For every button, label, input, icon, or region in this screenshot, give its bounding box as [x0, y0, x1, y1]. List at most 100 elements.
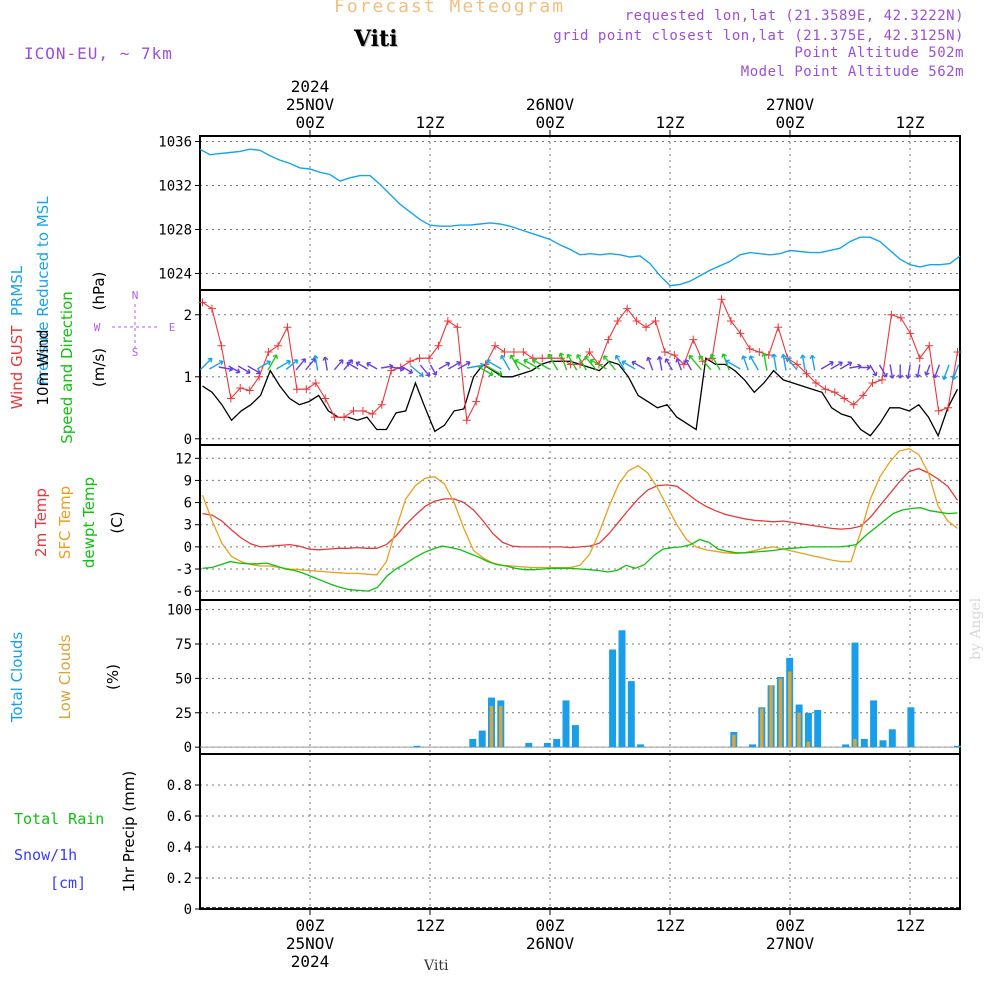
- wind-arrow: [448, 361, 461, 370]
- wind-arrow: [476, 365, 494, 377]
- panel-label: Total Clouds: [8, 632, 26, 724]
- gust-marker: [793, 360, 802, 369]
- wind-arrow: [346, 361, 359, 370]
- gust-marker: [406, 357, 415, 366]
- y-tick-label: 9: [184, 473, 192, 489]
- wind-arrow: [276, 359, 291, 370]
- chart-title: Forecast Meteogram: [334, 0, 566, 17]
- gust-marker: [302, 385, 311, 394]
- wind-arrow: [631, 360, 646, 370]
- wind-arrow: [698, 355, 712, 371]
- gust-marker: [934, 406, 943, 415]
- wind-arrow: [584, 355, 597, 371]
- y-tick-label: 0.6: [167, 809, 192, 825]
- wind-arrow: [725, 359, 741, 370]
- y-tick-label: 0.2: [167, 871, 192, 887]
- low-cloud-bar: [760, 708, 764, 748]
- low-cloud-bar: [778, 678, 783, 748]
- wind-arrow: [589, 358, 607, 370]
- gust-marker: [849, 400, 858, 409]
- wind-arrow: [514, 359, 531, 370]
- y-tick-label: 25: [175, 706, 192, 722]
- y-tick-label: 0.4: [167, 840, 192, 856]
- low-cloud-bar: [853, 738, 857, 748]
- wind-arrow: [267, 354, 278, 371]
- panel-label: 1hr Precip (mm): [120, 771, 138, 892]
- gust-marker: [415, 354, 424, 363]
- panel-label: 10m Wind: [34, 329, 52, 405]
- y-tick-label: 0: [184, 740, 192, 756]
- time-axis-label-bottom: 12Z: [416, 916, 445, 935]
- wind-arrow: [830, 361, 843, 370]
- panel-label: (m/s): [90, 348, 108, 387]
- wind-arrow: [466, 362, 485, 369]
- y-tick-label: 0: [184, 902, 192, 918]
- temp-sfc-line: [201, 448, 958, 576]
- total-cloud-bar: [749, 744, 756, 748]
- gust-marker: [264, 348, 273, 356]
- panel-label: Wind GUST: [8, 325, 26, 410]
- panel-frame: [199, 753, 961, 910]
- wind-arrow: [500, 354, 511, 371]
- wind-arrow: [199, 357, 213, 371]
- gust-marker: [689, 335, 698, 344]
- low-cloud-bar: [806, 741, 811, 748]
- wind-arrow: [741, 355, 749, 371]
- wind-arrow: [951, 364, 960, 381]
- wind-arrow: [228, 365, 241, 374]
- low-cloud-bar: [489, 705, 494, 748]
- y-tick-label: 1028: [158, 223, 192, 239]
- gust-marker: [887, 310, 896, 319]
- legend-snow-unit: [cm]: [50, 874, 86, 892]
- wind-arrow: [869, 364, 878, 377]
- panel-label: dewpt Temp: [80, 477, 98, 568]
- time-axis-label-bottom: 00Z: [776, 916, 805, 935]
- wind-arrow: [547, 353, 559, 371]
- wind-arrow: [761, 352, 768, 371]
- wind-arrow: [688, 354, 702, 371]
- gust-marker: [944, 403, 953, 412]
- gust-marker: [896, 313, 905, 322]
- y-tick-label: 6: [184, 496, 192, 512]
- requested-coords: requested lon,lat (21.3589E, 42.3222N): [624, 8, 964, 24]
- time-axis-label-bottom: 00Z: [536, 916, 565, 935]
- wind-arrow: [664, 358, 673, 371]
- y-tick-label: 3: [184, 518, 192, 534]
- gust-marker: [377, 400, 386, 409]
- total-cloud-bar: [627, 681, 635, 748]
- gust-marker: [217, 341, 226, 350]
- wind-arrow: [400, 365, 414, 374]
- wind-arrow: [785, 356, 798, 371]
- wind-arrow: [312, 355, 319, 371]
- gust-marker: [774, 323, 783, 332]
- y-tick-label: 1036: [158, 135, 192, 151]
- wind-arrow: [209, 360, 224, 370]
- total-cloud-bar: [637, 744, 645, 748]
- panel-frame: [199, 599, 961, 755]
- wind-arrow: [566, 353, 578, 371]
- total-cloud-bar: [543, 743, 551, 748]
- y-tick-label: 1: [184, 370, 192, 386]
- low-cloud-bar: [499, 705, 503, 748]
- wind-arrow: [355, 361, 368, 370]
- wind-arrow: [646, 356, 654, 371]
- gust-marker: [736, 329, 745, 338]
- wind-arrow: [684, 359, 693, 371]
- time-axis-label-top: 00Z: [536, 113, 565, 132]
- wind-arrow: [656, 355, 663, 371]
- wind-arrow: [771, 353, 778, 371]
- panel-label: (%): [104, 664, 122, 690]
- wind-arrow: [858, 364, 871, 371]
- wind-arrow: [889, 364, 895, 379]
- panel-label: Low Clouds: [56, 634, 74, 719]
- gust-marker: [236, 383, 245, 392]
- panel-label: 2m Temp: [32, 488, 50, 557]
- total-cloud-bar: [553, 738, 561, 748]
- total-cloud-bar: [469, 738, 477, 748]
- gust-marker: [311, 379, 320, 387]
- gust-marker: [755, 348, 764, 356]
- wind-arrow: [295, 358, 306, 371]
- gust-marker: [519, 348, 528, 356]
- y-tick-label: 1024: [158, 267, 192, 283]
- total-cloud-bar: [879, 740, 887, 748]
